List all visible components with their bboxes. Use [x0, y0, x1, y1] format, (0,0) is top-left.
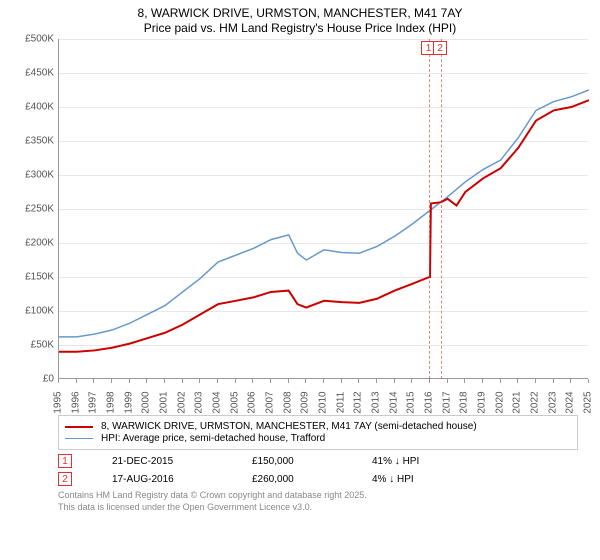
footer-attribution: Contains HM Land Registry data © Crown c… [58, 490, 590, 513]
x-axis-label: 1995 [53, 391, 64, 413]
legend-swatch-price-paid [65, 426, 93, 428]
x-axis-label: 1999 [123, 391, 134, 413]
x-axis-label: 2020 [494, 391, 505, 413]
y-axis-label: £50K [10, 340, 54, 351]
series-price_paid [59, 100, 589, 352]
chart-title: 8, WARWICK DRIVE, URMSTON, MANCHESTER, M… [10, 6, 590, 20]
sale-date: 21-DEC-2015 [112, 456, 252, 467]
y-axis-label: £150K [10, 272, 54, 283]
sale-number-badge: 1 [58, 454, 72, 468]
y-axis-label: £350K [10, 136, 54, 147]
legend-label-hpi: HPI: Average price, semi-detached house,… [101, 433, 325, 444]
y-axis-label: £250K [10, 204, 54, 215]
x-axis-label: 2008 [282, 391, 293, 413]
x-axis-label: 2017 [441, 391, 452, 413]
x-axis-label: 2006 [247, 391, 258, 413]
legend: 8, WARWICK DRIVE, URMSTON, MANCHESTER, M… [58, 415, 578, 450]
chart-container: 8, WARWICK DRIVE, URMSTON, MANCHESTER, M… [0, 0, 600, 560]
x-axis-label: 2022 [530, 391, 541, 413]
table-row: 2 17-AUG-2016 £260,000 4% ↓ HPI [58, 472, 578, 486]
x-axis-label: 2011 [335, 392, 346, 414]
x-axis-label: 2002 [176, 391, 187, 413]
x-axis-label: 2023 [547, 391, 558, 413]
y-axis-label: £450K [10, 68, 54, 79]
x-axis-label: 1997 [88, 391, 99, 413]
sale-number-badge: 2 [58, 472, 72, 486]
sale-price: £150,000 [252, 456, 372, 467]
y-axis-label: £500K [10, 34, 54, 45]
y-axis-label: £400K [10, 102, 54, 113]
sale-date: 17-AUG-2016 [112, 474, 252, 485]
sale-price: £260,000 [252, 474, 372, 485]
legend-item-price-paid: 8, WARWICK DRIVE, URMSTON, MANCHESTER, M… [65, 421, 571, 432]
chart-area: £0 £50K £100K £150K £200K £250K £300K £350K £400… [10, 39, 590, 409]
x-axis-label: 2013 [371, 391, 382, 413]
x-axis-label: 2015 [406, 391, 417, 413]
x-axis-label: 2012 [353, 391, 364, 413]
x-axis-label: 2014 [388, 391, 399, 413]
sale-marker-badge: 2 [433, 41, 447, 55]
legend-swatch-hpi [65, 438, 93, 439]
table-row: 1 21-DEC-2015 £150,000 41% ↓ HPI [58, 454, 578, 468]
sales-table: 1 21-DEC-2015 £150,000 41% ↓ HPI 2 17-AU… [58, 454, 578, 486]
footer-line-2: This data is licensed under the Open Gov… [58, 502, 590, 514]
y-axis-label: £0 [10, 374, 54, 385]
x-axis-label: 2010 [318, 391, 329, 413]
x-axis-label: 2018 [459, 391, 470, 413]
x-axis-label: 2003 [194, 391, 205, 413]
chart-subtitle: Price paid vs. HM Land Registry's House … [10, 21, 590, 35]
x-axis-label: 2021 [512, 391, 523, 413]
x-axis-label: 1996 [70, 391, 81, 413]
sale-vs-hpi: 4% ↓ HPI [372, 474, 492, 485]
sale-vs-hpi: 41% ↓ HPI [372, 456, 492, 467]
x-axis-label: 2024 [565, 391, 576, 413]
legend-item-hpi: HPI: Average price, semi-detached house,… [65, 433, 571, 444]
x-axis-label: 2016 [424, 391, 435, 413]
y-axis-label: £300K [10, 170, 54, 181]
x-axis-label: 2007 [265, 391, 276, 413]
legend-label-price-paid: 8, WARWICK DRIVE, URMSTON, MANCHESTER, M… [101, 421, 477, 432]
x-axis-label: 2004 [212, 391, 223, 413]
y-axis-label: £200K [10, 238, 54, 249]
x-axis-label: 2000 [141, 391, 152, 413]
plot-region: 12 [58, 39, 588, 379]
x-axis-label: 2025 [583, 391, 594, 413]
x-axis-label: 2019 [477, 391, 488, 413]
y-axis-label: £100K [10, 306, 54, 317]
x-axis-label: 2005 [229, 391, 240, 413]
x-axis-label: 1998 [106, 391, 117, 413]
footer-line-1: Contains HM Land Registry data © Crown c… [58, 490, 590, 502]
x-axis-label: 2009 [300, 391, 311, 413]
x-axis-label: 2001 [159, 391, 170, 413]
